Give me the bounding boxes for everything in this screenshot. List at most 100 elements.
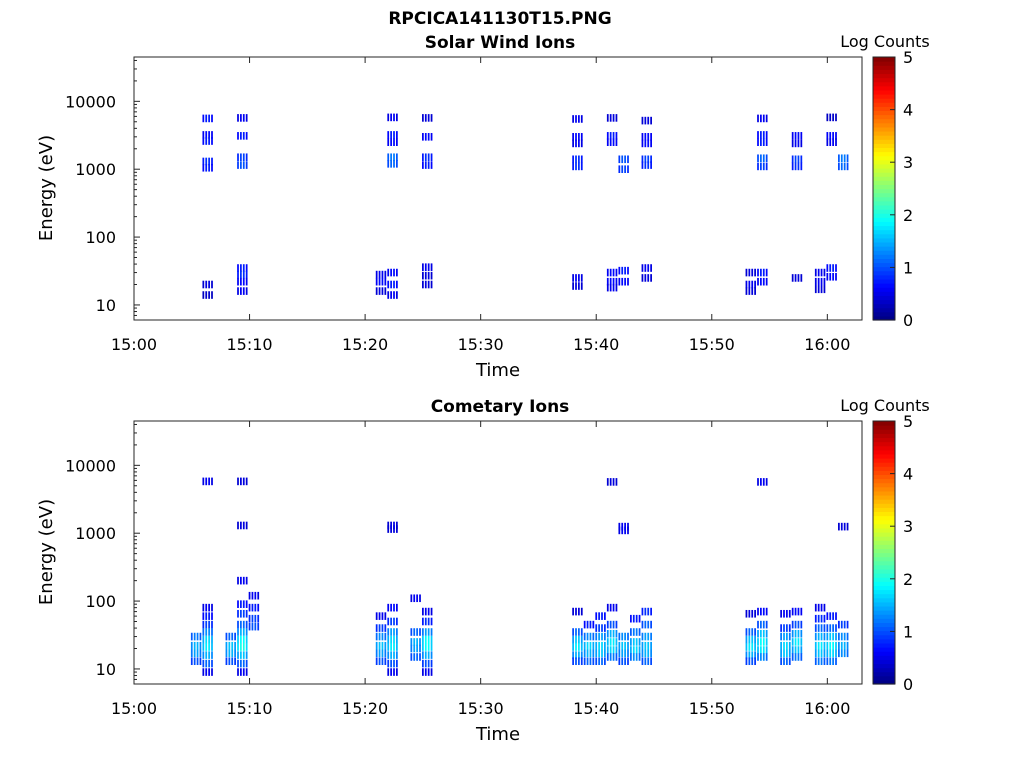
heatmap-cell [572,635,574,644]
colorbar-segment [873,73,895,79]
heatmap-cell [208,163,210,172]
heatmap-cell [578,133,580,141]
colorbar-segment [873,303,895,309]
heatmap-cell [635,628,638,636]
heatmap-cell [211,612,213,620]
colorbar-segment [873,462,895,467]
heatmap-cell [820,624,823,632]
heatmap-cell [817,614,820,623]
heatmap-cell [612,478,615,486]
heatmap-cell [826,272,829,281]
heatmap-cell [237,576,239,585]
heatmap-cell [797,653,800,661]
colorbar-segment [873,250,895,255]
heatmap-cell [595,624,598,632]
heatmap-cell [598,624,600,632]
heatmap-cell [840,632,843,641]
colorbar-segment [873,486,895,492]
heatmap-cell [419,653,421,661]
heatmap-cell [208,635,210,644]
heatmap-cell [627,155,629,164]
heatmap-cell [237,477,239,486]
heatmap-cell [791,274,794,282]
heatmap-cell [820,641,823,650]
heatmap-cell [641,657,644,666]
colorbar-segment [873,135,895,140]
colorbar-frame [872,56,896,321]
colorbar-tick-label: 4 [903,101,913,120]
heatmap-cell [627,649,629,658]
heatmap-cell [202,620,205,629]
heatmap-cell [205,603,208,612]
colorbar-segment [873,597,895,603]
heatmap-cell [196,641,199,650]
heatmap-cell [630,638,632,646]
heatmap-cell [760,268,762,277]
heatmap-cell [240,114,242,122]
heatmap-cell [240,153,242,162]
colorbar-segment [873,278,895,284]
heatmap-cell [205,628,208,636]
heatmap-cell [598,612,600,620]
heatmap-cell [618,266,621,275]
heatmap-cell [786,624,788,632]
colorbar-segment [873,283,895,288]
heatmap-cell [242,651,245,659]
colorbar-segment [873,527,895,533]
heatmap-cell [205,137,208,145]
colorbar-segment [873,651,895,656]
heatmap-cell [393,268,395,277]
x-tick-label: 15:40 [573,699,619,718]
heatmap-cell [641,155,644,164]
x-tick-label: 15:50 [689,699,735,718]
heatmap-cell [840,162,843,171]
heatmap-cell [430,133,433,141]
heatmap-cell [237,659,239,668]
colorbar-segment [873,106,895,112]
heatmap-cell [598,632,600,641]
heatmap-cell [797,155,800,164]
heatmap-cell [393,635,395,644]
heatmap-cell [393,651,395,659]
colorbar-segment [873,176,895,181]
heatmap-cell [843,641,846,650]
colorbar-segment [873,102,895,107]
heatmap-cell [800,646,803,654]
heatmap-cell [829,632,832,641]
heatmap-cell [387,603,390,612]
heatmap-cell [240,270,242,279]
heatmap-cell [832,641,834,650]
heatmap-cell [800,155,803,164]
colorbar-segment [873,180,895,185]
heatmap-cell [632,638,635,646]
heatmap-cell [641,139,644,148]
heatmap-cell [817,285,820,294]
heatmap-cell [757,277,759,286]
heatmap-cell [580,628,583,636]
heatmap-cell [208,477,210,486]
heatmap-cell [791,132,794,140]
heatmap-cell [245,668,248,676]
heatmap-cell [228,632,231,641]
solar-wind-xlabel: Time [475,360,520,381]
heatmap-cell [387,635,390,644]
heatmap-cell [393,643,395,651]
heatmap-cell [644,116,647,125]
heatmap-cell [794,274,797,282]
heatmap-cell [393,525,395,533]
heatmap-cell [621,632,624,641]
heatmap-cell [604,624,606,632]
heatmap-cell [757,607,759,616]
heatmap-cell [621,649,624,658]
heatmap-cell [838,154,840,163]
heatmap-cell [248,591,251,600]
heatmap-cell [416,644,418,653]
heatmap-cell [760,646,762,654]
heatmap-cell [630,653,632,661]
colorbar-segment [873,544,895,549]
heatmap-cell [196,632,199,641]
heatmap-cell [800,162,803,171]
heatmap-cell [225,649,228,658]
heatmap-cell [202,603,205,612]
heatmap-cell [242,114,245,122]
